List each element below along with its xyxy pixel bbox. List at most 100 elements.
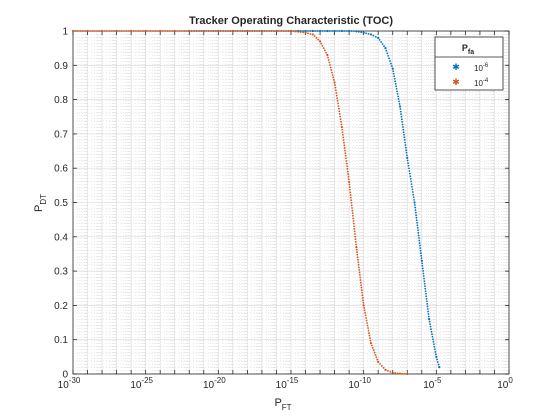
- data-point-interp: [415, 216, 418, 219]
- x-tick-label-exp: 0: [508, 376, 513, 385]
- data-point-interp: [190, 30, 193, 32]
- data-point-interp: [358, 269, 361, 271]
- data-point-interp: [402, 131, 405, 134]
- data-point-interp: [178, 30, 181, 32]
- y-tick-label: 1: [62, 27, 68, 38]
- data-point-interp: [425, 297, 428, 300]
- data-point: [202, 29, 205, 33]
- data-point-interp: [419, 247, 422, 250]
- data-point-interp: [280, 30, 283, 32]
- data-point-interp: [149, 30, 152, 32]
- data-point-interp: [416, 224, 419, 227]
- data-point-interp: [359, 279, 362, 281]
- data-point-interp: [317, 38, 320, 41]
- data-point-interp: [431, 335, 434, 338]
- data-point-interp: [366, 324, 369, 327]
- data-point-interp: [337, 107, 340, 110]
- data-point-interp: [336, 97, 339, 100]
- data-point: [340, 29, 343, 33]
- x-tick-label-base: 10: [348, 380, 360, 391]
- grid-lines: [73, 31, 509, 374]
- data-point: [318, 29, 322, 33]
- data-point-interp: [404, 144, 407, 146]
- data-point: [304, 31, 307, 34]
- data-point-interp: [386, 52, 389, 55]
- data-point-interp: [156, 30, 159, 32]
- data-point: [384, 47, 387, 50]
- data-point-interp: [411, 191, 414, 193]
- data-point-interp: [424, 287, 427, 290]
- data-point-interp: [363, 309, 366, 312]
- chart-title: Tracker Operating Characteristic (TOC): [189, 15, 393, 27]
- data-point-interp: [413, 204, 416, 206]
- data-point-interp: [402, 126, 404, 128]
- data-point-interp: [357, 30, 360, 33]
- data-point-interp: [427, 315, 430, 318]
- data-point-interp: [404, 141, 406, 144]
- data-point-interp: [327, 59, 330, 61]
- data-point-interp: [343, 144, 346, 147]
- y-tick-label: 0.4: [54, 232, 68, 243]
- x-tick-label: 10-25: [130, 376, 153, 391]
- data-point-interp: [352, 222, 355, 225]
- data-point-interp: [340, 123, 343, 126]
- data-point-interp: [205, 30, 208, 32]
- data-point-interp: [118, 30, 120, 32]
- data-point-interp: [421, 262, 424, 265]
- data-point-interp: [406, 159, 409, 162]
- data-point-interp: [256, 30, 258, 32]
- data-point-interp: [241, 30, 244, 32]
- data-point-interp: [347, 178, 350, 181]
- data-point-interp: [341, 131, 344, 134]
- data-point-interp: [403, 372, 406, 375]
- data-point-interp: [415, 214, 418, 217]
- x-tick-label: 100: [497, 376, 513, 391]
- data-point-interp: [171, 30, 174, 32]
- data-point-interp: [418, 237, 420, 239]
- legend-entry-1-base: 10: [474, 64, 483, 73]
- data-point-interp: [193, 30, 196, 32]
- data-point-interp: [350, 201, 353, 204]
- data-point-interp: [338, 113, 341, 115]
- data-point: [340, 125, 343, 129]
- data-point: [369, 342, 373, 345]
- data-point-interp: [365, 319, 368, 322]
- data-point-interp: [398, 100, 400, 103]
- data-point-interp: [372, 349, 375, 352]
- data-point-interp: [348, 183, 351, 186]
- legend-box: [434, 36, 504, 91]
- data-point-interp: [411, 188, 414, 191]
- data-point-interp: [108, 30, 111, 32]
- data-point-interp: [373, 351, 376, 354]
- data-point-interp: [433, 348, 436, 351]
- data-point-interp: [368, 334, 371, 337]
- data-point-interp: [425, 295, 428, 298]
- data-point-interp: [390, 62, 392, 65]
- data-point-interp: [164, 30, 166, 32]
- data-point: [130, 29, 133, 33]
- data-point-interp: [81, 30, 84, 32]
- data-point-interp: [161, 30, 164, 32]
- data-point-interp: [433, 343, 435, 346]
- data-point-interp: [376, 358, 379, 361]
- data-point-interp: [364, 312, 367, 314]
- data-point-interp: [224, 30, 227, 32]
- data-point-interp: [353, 30, 355, 33]
- data-point-interp: [336, 30, 338, 32]
- data-point-interp: [335, 92, 338, 94]
- data-point: [318, 40, 322, 43]
- data-point-interp: [419, 244, 421, 247]
- data-point-interp: [345, 160, 348, 162]
- data-point: [311, 33, 314, 36]
- data-point: [144, 29, 147, 33]
- data-point-interp: [365, 32, 367, 35]
- data-point-interp: [96, 30, 99, 32]
- data-point-interp: [399, 108, 402, 110]
- data-point: [115, 29, 118, 33]
- data-point-interp: [394, 80, 397, 83]
- data-point-interp: [414, 209, 417, 212]
- data-point-interp: [423, 277, 425, 280]
- data-point-interp: [353, 227, 356, 230]
- data-point-interp: [436, 361, 439, 363]
- data-point-interp: [392, 72, 395, 75]
